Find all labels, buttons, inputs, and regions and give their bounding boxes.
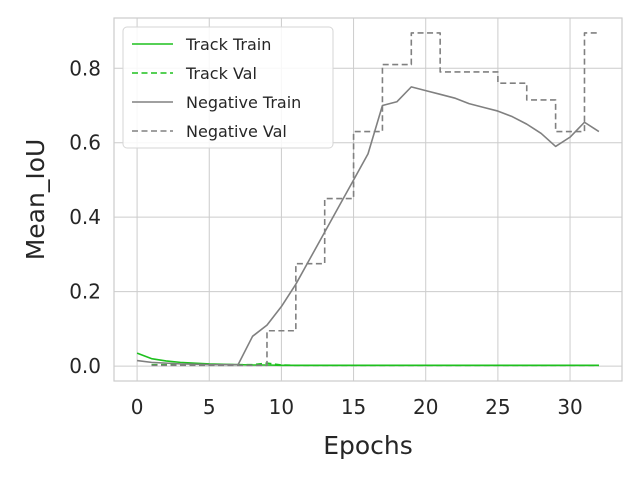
legend: Track Train Track Val Negative Train Negati… — [122, 26, 334, 149]
y-tick-labels: 0.0 0.2 0.4 0.6 0.8 — [69, 56, 101, 378]
x-tick-label-3: 15 — [341, 395, 366, 419]
y-tick-label-4: 0.8 — [69, 56, 101, 80]
legend-box — [122, 26, 334, 149]
legend-label-0: Track Train — [185, 35, 271, 54]
legend-label-2: Negative Train — [186, 93, 301, 112]
legend-label-3: Negative Val — [186, 122, 287, 141]
x-axis-label: Epochs — [323, 431, 413, 460]
y-tick-label-2: 0.4 — [69, 205, 101, 229]
series-line-3 — [151, 32, 599, 367]
series-lines — [136, 32, 600, 367]
series-line-1 — [151, 362, 599, 367]
x-tick-label-1: 5 — [203, 395, 216, 419]
y-axis-label: Mean_IoU — [21, 139, 50, 261]
y-tick-label-1: 0.2 — [69, 280, 101, 304]
y-tick-label-0: 0.0 — [69, 354, 101, 378]
x-tick-label-5: 25 — [485, 395, 510, 419]
y-tick-label-3: 0.6 — [69, 131, 101, 155]
x-tick-label-4: 20 — [413, 395, 438, 419]
plot-frame — [113, 17, 623, 382]
x-tick-label-0: 0 — [131, 395, 144, 419]
x-tick-label-2: 10 — [269, 395, 294, 419]
legend-label-1: Track Val — [185, 64, 257, 83]
x-tick-label-6: 30 — [557, 395, 582, 419]
x-tick-labels: 0 5 10 15 20 25 30 — [131, 395, 583, 419]
